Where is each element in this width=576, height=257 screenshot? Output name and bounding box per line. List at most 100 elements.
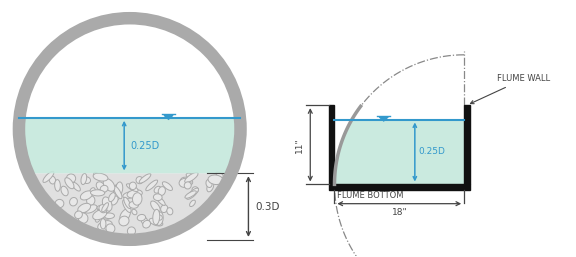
Polygon shape [335,120,464,184]
Ellipse shape [136,177,143,184]
Polygon shape [164,115,173,119]
Ellipse shape [123,192,137,198]
Ellipse shape [70,198,77,206]
Ellipse shape [86,196,95,205]
Bar [464,105,469,184]
Ellipse shape [216,172,223,178]
Bar [329,105,335,184]
Ellipse shape [185,191,196,198]
Ellipse shape [123,200,131,213]
Text: 0.3D: 0.3D [255,201,280,212]
Ellipse shape [72,182,81,191]
Ellipse shape [151,201,160,212]
Ellipse shape [96,189,106,195]
Ellipse shape [179,178,191,188]
Ellipse shape [153,194,162,201]
Ellipse shape [98,221,112,230]
Ellipse shape [154,186,161,193]
Ellipse shape [49,176,55,184]
Ellipse shape [100,219,106,229]
Ellipse shape [190,200,195,207]
Ellipse shape [111,196,118,205]
Ellipse shape [66,174,75,183]
Ellipse shape [109,193,115,202]
Ellipse shape [156,215,162,220]
Ellipse shape [95,214,100,222]
Polygon shape [28,173,232,240]
Ellipse shape [90,190,105,196]
Ellipse shape [132,193,142,205]
Ellipse shape [90,188,95,195]
Ellipse shape [127,227,135,235]
Ellipse shape [153,209,160,225]
Ellipse shape [103,197,112,211]
Ellipse shape [75,211,82,219]
Ellipse shape [113,186,122,199]
Ellipse shape [187,188,199,199]
Ellipse shape [156,195,165,205]
Ellipse shape [100,185,108,192]
Bar [329,184,469,190]
Ellipse shape [127,190,142,198]
Ellipse shape [93,173,108,181]
Ellipse shape [141,216,148,226]
Ellipse shape [143,220,150,228]
Text: 0.25D: 0.25D [130,141,160,151]
Ellipse shape [129,201,139,208]
Text: 0.25D: 0.25D [419,148,446,157]
Ellipse shape [113,184,121,200]
Ellipse shape [192,187,199,193]
Ellipse shape [127,184,138,191]
Ellipse shape [55,180,60,191]
Ellipse shape [158,187,165,195]
Ellipse shape [65,178,74,189]
Ellipse shape [102,203,108,212]
Ellipse shape [78,203,90,213]
Ellipse shape [185,172,198,182]
Ellipse shape [96,212,111,219]
Ellipse shape [104,213,115,219]
Ellipse shape [106,224,115,233]
Ellipse shape [94,172,99,178]
Ellipse shape [180,177,193,186]
Ellipse shape [97,206,109,213]
Ellipse shape [184,182,191,189]
Text: FLUME BOTTOM: FLUME BOTTOM [338,191,404,200]
Polygon shape [19,118,241,173]
Ellipse shape [55,199,64,208]
Ellipse shape [93,209,107,220]
Ellipse shape [149,218,163,226]
Ellipse shape [116,182,123,196]
Ellipse shape [61,186,68,196]
Text: 18": 18" [392,208,407,217]
Ellipse shape [206,179,212,188]
Ellipse shape [85,205,97,213]
Polygon shape [379,117,388,121]
Ellipse shape [167,208,173,215]
Ellipse shape [119,216,129,226]
Ellipse shape [137,214,146,221]
Ellipse shape [208,175,223,185]
Ellipse shape [120,209,130,222]
Ellipse shape [99,205,107,213]
Ellipse shape [124,197,131,208]
Ellipse shape [82,177,90,183]
Ellipse shape [207,182,214,192]
Ellipse shape [130,182,137,190]
Ellipse shape [146,180,158,191]
Ellipse shape [161,205,168,213]
Ellipse shape [96,182,105,191]
Text: FLUME WALL: FLUME WALL [471,75,550,104]
Ellipse shape [81,173,86,185]
Ellipse shape [139,174,151,183]
Ellipse shape [78,213,88,223]
Ellipse shape [81,191,93,200]
Ellipse shape [98,208,105,216]
Text: 11": 11" [295,137,304,153]
Ellipse shape [43,171,54,182]
Ellipse shape [156,212,163,225]
Ellipse shape [103,179,115,191]
Ellipse shape [132,209,137,215]
Ellipse shape [162,182,172,190]
Ellipse shape [186,173,194,179]
